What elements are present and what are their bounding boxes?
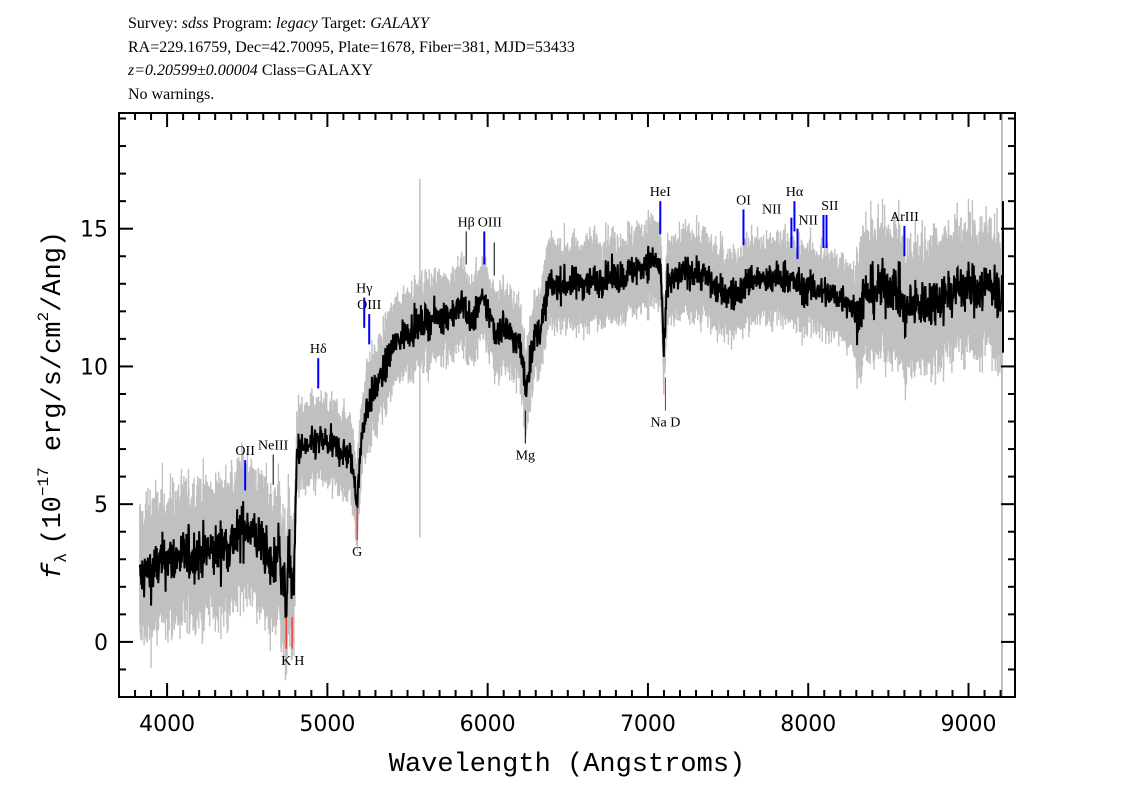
x-axis-label: Wavelength (Angstroms) <box>389 750 745 780</box>
y-tick-label: 0 <box>94 631 108 656</box>
line-label: NII <box>762 203 782 218</box>
y-label-mid: erg/s/cm <box>39 321 69 467</box>
program-value: legacy <box>276 15 318 32</box>
y-label-post: /Ang) <box>39 231 69 312</box>
line-label: H <box>294 654 304 669</box>
plot-frame <box>118 112 1016 698</box>
y-tick-label: 5 <box>94 493 108 518</box>
line-label: OI <box>736 193 751 208</box>
x-tick-label: 8000 <box>780 712 836 737</box>
program-label: Program: <box>212 15 273 32</box>
line-label: OII <box>235 444 255 459</box>
y-tick-label: 15 <box>80 218 108 243</box>
header-line-warnings: No warnings. <box>128 85 215 103</box>
line-label: Na D <box>650 416 680 431</box>
y-label-pre: (10 <box>39 496 69 545</box>
line-label: OIII <box>357 298 381 313</box>
header-line-survey: Survey: sdss Program: legacy Target: GAL… <box>128 12 575 36</box>
x-tick-label: 7000 <box>620 712 676 737</box>
spectrum-header: Survey: sdss Program: legacy Target: GAL… <box>128 12 575 106</box>
line-label: OIII <box>478 215 502 230</box>
line-label: K <box>281 654 291 669</box>
x-tick-label: 9000 <box>941 712 997 737</box>
line-label: NeIII <box>258 439 289 454</box>
line-label: Hγ <box>356 282 372 297</box>
target-value: GALAXY <box>370 15 429 32</box>
redshift-value: z=0.20599±0.00004 <box>128 62 258 79</box>
line-label: Hβ <box>458 215 475 230</box>
target-label: Target: <box>321 15 367 32</box>
line-label: NII <box>798 214 818 229</box>
x-tick-label: 4000 <box>139 712 195 737</box>
x-tick-label: 6000 <box>460 712 516 737</box>
class-value: Class=GALAXY <box>261 62 374 79</box>
line-label: HeI <box>650 185 671 200</box>
y-label-sub: λ <box>53 553 72 563</box>
tick-labels: 4000 5000 6000 7000 8000 9000 0 5 10 15 <box>80 218 997 737</box>
line-label: G <box>352 545 362 560</box>
y-axis-label: fλ (10−17 erg/s/cm2/Ang) <box>35 231 72 579</box>
survey-value: sdss <box>181 15 209 32</box>
header-line-redshift: z=0.20599±0.00004 Class=GALAXY <box>128 59 575 83</box>
y-tick-label: 10 <box>80 355 108 380</box>
sky-lines <box>419 113 1004 697</box>
x-tick-label: 5000 <box>299 712 355 737</box>
line-label: Mg <box>516 449 535 464</box>
axis-ticks <box>119 113 1015 697</box>
line-label: Hα <box>786 185 804 200</box>
y-label-exp: −17 <box>35 467 53 496</box>
y-label-f: f <box>39 562 69 579</box>
header-line-coords: RA=229.16759, Dec=42.70095, Plate=1678, … <box>128 38 575 56</box>
line-label: Hδ <box>310 342 327 357</box>
line-label: SII <box>821 199 838 214</box>
line-label: ArIII <box>890 210 919 225</box>
survey-label: Survey: <box>128 15 178 32</box>
flux-line <box>138 245 1003 619</box>
y-label-exp2: 2 <box>35 312 53 322</box>
